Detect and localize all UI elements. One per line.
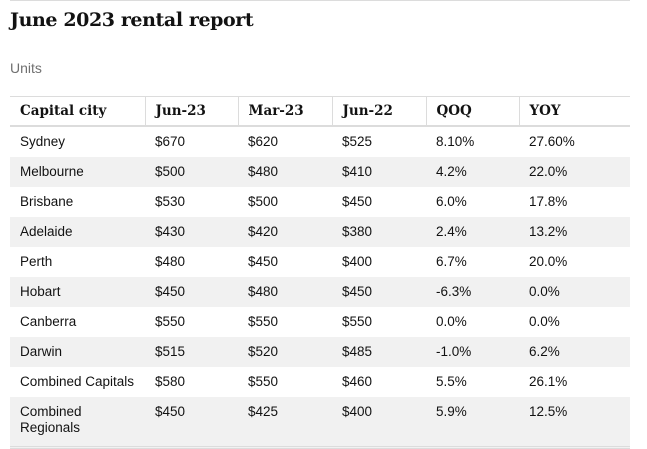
top-divider <box>10 0 630 1</box>
bottom-divider <box>10 446 630 447</box>
cell-city: Canberra <box>20 314 77 329</box>
cell-city: Combined Capitals <box>20 374 135 389</box>
report-title: June 2023 rental report <box>10 9 254 31</box>
cell-qoq: 2.4% <box>426 217 519 247</box>
cell-qoq: 4.2% <box>426 157 519 187</box>
cell-mar-23: $420 <box>238 217 332 247</box>
rental-table: Capital city Jun-23 Mar-23 Jun-22 QOQ YO… <box>10 96 630 449</box>
cell-mar-23: $480 <box>238 277 332 307</box>
cell-jun-23: $450 <box>145 397 238 449</box>
cell-jun-22: $450 <box>342 194 373 209</box>
cell-city: Melbourne <box>10 157 145 187</box>
cell-mar-23: $500 <box>248 194 279 209</box>
cell-mar-23: $620 <box>248 134 279 149</box>
cell-jun-22: $410 <box>332 157 426 187</box>
table-row: Brisbane $530 $500 $450 6.0% 17.8% <box>10 187 630 217</box>
cell-qoq: -1.0% <box>426 337 519 367</box>
cell-jun-22: $485 <box>332 337 426 367</box>
cell-city: Darwin <box>10 337 145 367</box>
cell-jun-22: $460 <box>342 374 373 389</box>
cell-yoy: 0.0% <box>529 314 560 329</box>
cell-jun-23: $515 <box>145 337 238 367</box>
cell-jun-22: $525 <box>342 134 373 149</box>
cell-qoq: 5.5% <box>436 374 467 389</box>
table-row: Combined Capitals $580 $550 $460 5.5% 26… <box>10 367 630 397</box>
cell-city: Hobart <box>10 277 145 307</box>
header-yoy: YOY <box>518 96 630 127</box>
header-jun-23: Jun-23 <box>144 96 238 127</box>
cell-yoy: 27.60% <box>529 134 575 149</box>
cell-yoy: 17.8% <box>529 194 568 209</box>
cell-qoq: -6.3% <box>426 277 519 307</box>
cell-mar-23: $550 <box>248 374 279 389</box>
cell-jun-23: $480 <box>155 254 186 269</box>
cell-yoy: 12.5% <box>519 397 630 449</box>
cell-city: Perth <box>20 254 53 269</box>
header-qoq: QOQ <box>425 96 519 127</box>
cell-mar-23: $550 <box>248 314 279 329</box>
cell-city: Combined Regionals <box>10 397 145 449</box>
header-capital-city: Capital city <box>10 96 145 127</box>
cell-jun-23: $530 <box>155 194 186 209</box>
cell-city: Brisbane <box>20 194 74 209</box>
table-row: Perth $480 $450 $400 6.7% 20.0% <box>10 247 630 277</box>
cell-city: Adelaide <box>10 217 145 247</box>
table-header-row: Capital city Jun-23 Mar-23 Jun-22 QOQ YO… <box>10 96 630 127</box>
cell-jun-23: $500 <box>145 157 238 187</box>
cell-mar-23: $520 <box>238 337 332 367</box>
cell-mar-23: $425 <box>238 397 332 449</box>
cell-jun-23: $550 <box>155 314 186 329</box>
cell-jun-23: $580 <box>155 374 186 389</box>
cell-yoy: 6.2% <box>519 337 630 367</box>
cell-qoq: 6.0% <box>436 194 467 209</box>
cell-qoq: 0.0% <box>436 314 467 329</box>
cell-jun-22: $400 <box>332 397 426 449</box>
cell-jun-23: $670 <box>155 134 186 149</box>
cell-jun-22: $450 <box>332 277 426 307</box>
cell-yoy: 0.0% <box>519 277 630 307</box>
cell-qoq: 5.9% <box>426 397 519 449</box>
cell-jun-23: $450 <box>145 277 238 307</box>
header-jun-22: Jun-22 <box>331 96 426 127</box>
cell-mar-23: $450 <box>248 254 279 269</box>
cell-jun-23: $430 <box>145 217 238 247</box>
cell-yoy: 13.2% <box>519 217 630 247</box>
header-mar-23: Mar-23 <box>237 96 332 127</box>
cell-qoq: 8.10% <box>436 134 475 149</box>
table-row: Melbourne $500 $480 $410 4.2% 22.0% <box>10 157 630 187</box>
cell-jun-22: $380 <box>332 217 426 247</box>
cell-qoq: 6.7% <box>436 254 467 269</box>
cell-mar-23: $480 <box>238 157 332 187</box>
table-row: Sydney $670 $620 $525 8.10% 27.60% <box>10 126 630 157</box>
cell-city: Sydney <box>20 134 66 149</box>
table-row: Adelaide $430 $420 $380 2.4% 13.2% <box>10 217 630 247</box>
cell-jun-22: $550 <box>342 314 373 329</box>
table-row: Combined Regionals $450 $425 $400 5.9% 1… <box>10 397 630 449</box>
table-row: Canberra $550 $550 $550 0.0% 0.0% <box>10 307 630 337</box>
table-row: Darwin $515 $520 $485 -1.0% 6.2% <box>10 337 630 367</box>
cell-jun-22: $400 <box>342 254 373 269</box>
cell-yoy: 22.0% <box>519 157 630 187</box>
cell-yoy: 26.1% <box>529 374 568 389</box>
cell-yoy: 20.0% <box>529 254 568 269</box>
report-subtitle: Units <box>10 60 42 76</box>
table-row: Hobart $450 $480 $450 -6.3% 0.0% <box>10 277 630 307</box>
